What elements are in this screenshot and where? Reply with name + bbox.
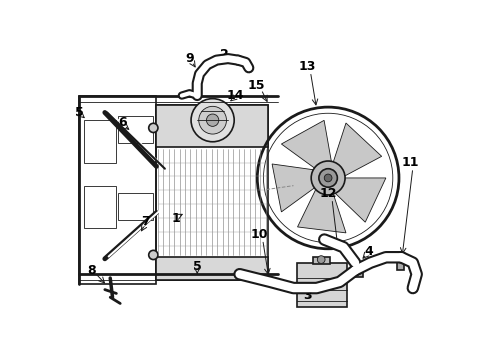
Text: 2: 2: [220, 48, 228, 61]
Text: 1: 1: [172, 212, 181, 225]
Circle shape: [324, 174, 332, 182]
Bar: [118, 116, 152, 143]
Text: 4: 4: [365, 244, 373, 258]
Bar: [313, 257, 330, 264]
Text: 15: 15: [248, 79, 265, 92]
Bar: [84, 120, 117, 163]
Text: 3: 3: [303, 289, 312, 302]
Bar: [397, 253, 404, 270]
Text: 14: 14: [227, 89, 245, 102]
Bar: [156, 105, 268, 147]
Circle shape: [311, 161, 345, 195]
Text: 10: 10: [250, 228, 268, 240]
Circle shape: [319, 169, 337, 187]
Bar: [156, 105, 268, 280]
Bar: [84, 186, 117, 228]
Text: 9: 9: [185, 52, 194, 65]
Bar: [156, 257, 268, 280]
Polygon shape: [297, 189, 346, 233]
Text: 7: 7: [141, 215, 150, 228]
Text: 6: 6: [118, 116, 127, 129]
Polygon shape: [272, 164, 315, 212]
Polygon shape: [281, 120, 331, 168]
Bar: [354, 263, 363, 276]
Circle shape: [191, 99, 234, 142]
Text: 8: 8: [87, 264, 96, 277]
Circle shape: [354, 265, 363, 274]
Text: 13: 13: [298, 60, 316, 73]
Polygon shape: [335, 178, 386, 222]
Text: 11: 11: [402, 156, 419, 169]
Circle shape: [318, 256, 325, 264]
Circle shape: [206, 114, 219, 126]
Circle shape: [199, 106, 226, 134]
Circle shape: [149, 250, 158, 260]
Bar: [297, 263, 347, 307]
Text: 5: 5: [75, 106, 84, 119]
Text: 5: 5: [193, 260, 201, 273]
Bar: [79, 95, 156, 284]
Bar: [118, 193, 152, 220]
Text: 12: 12: [319, 187, 337, 200]
Polygon shape: [333, 123, 382, 176]
Circle shape: [149, 123, 158, 132]
